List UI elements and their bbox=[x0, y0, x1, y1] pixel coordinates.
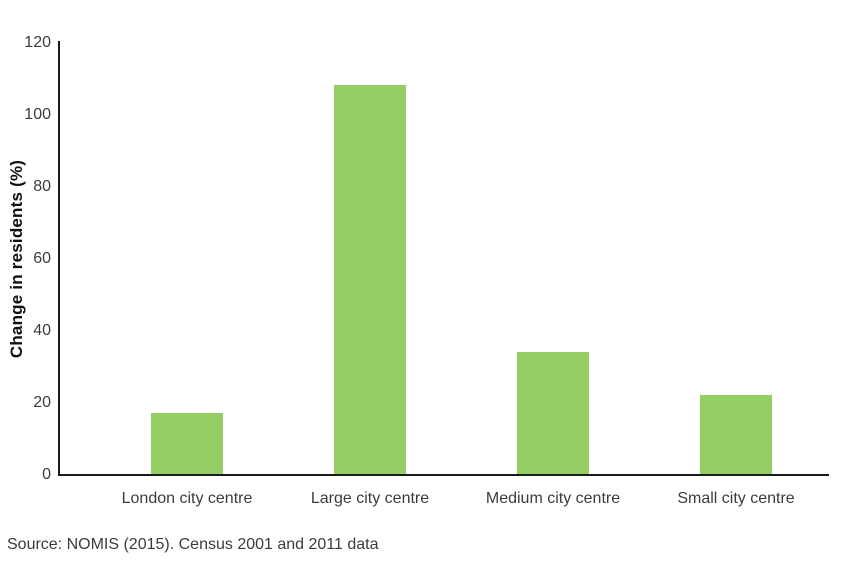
source-note: Source: NOMIS (2015). Census 2001 and 20… bbox=[7, 536, 379, 553]
y-axis-tick-label: 80 bbox=[33, 178, 51, 195]
bar-london-city-centre bbox=[151, 413, 223, 474]
y-axis-tick-label: 120 bbox=[24, 34, 51, 51]
bar-small-city-centre bbox=[700, 395, 772, 474]
y-axis-tick-label: 40 bbox=[33, 322, 51, 339]
y-axis-tick-label: 20 bbox=[33, 394, 51, 411]
y-axis-tick-label: 60 bbox=[33, 250, 51, 267]
bar-large-city-centre bbox=[334, 85, 406, 474]
y-axis-tick-label: 100 bbox=[24, 106, 51, 123]
bar-medium-city-centre bbox=[517, 352, 589, 474]
x-axis-label: Medium city centre bbox=[485, 490, 621, 507]
y-axis-line bbox=[58, 41, 60, 475]
y-axis-tick-label: 0 bbox=[42, 466, 51, 483]
x-axis-line bbox=[58, 474, 829, 476]
x-axis-label: Small city centre bbox=[677, 490, 795, 507]
x-axis-label: London city centre bbox=[121, 490, 253, 507]
x-axis-label: Large city centre bbox=[310, 490, 430, 507]
